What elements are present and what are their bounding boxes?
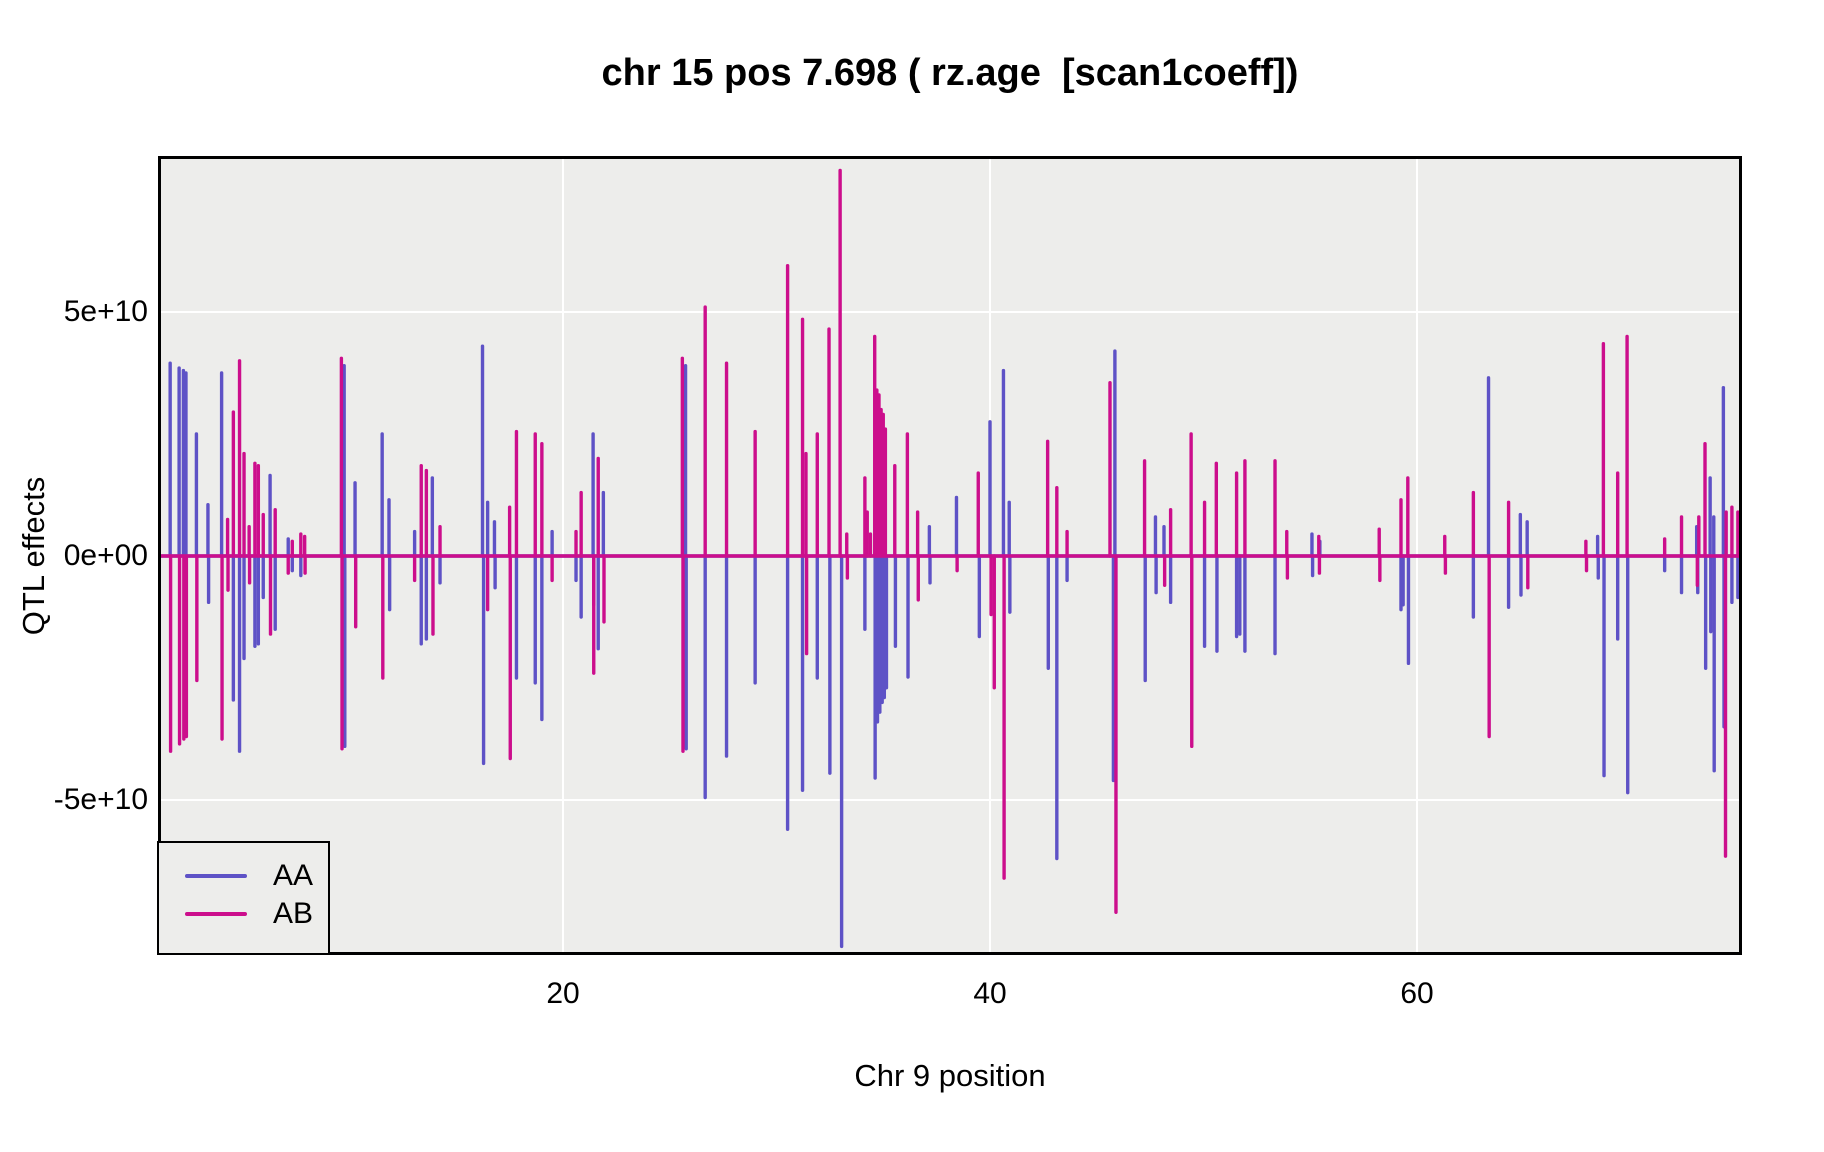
x-tick-label: 40 bbox=[973, 977, 1007, 1010]
plot-panel bbox=[158, 156, 1743, 955]
y-tick-label: -5e+10 bbox=[53, 783, 148, 816]
legend-item-ab: AB bbox=[159, 895, 328, 933]
qtl-effects-plot-canvas bbox=[158, 156, 1743, 955]
chart-title: chr 15 pos 7.698 ( rz.age [scan1coeff]) bbox=[601, 52, 1299, 94]
x-tick-label: 20 bbox=[546, 977, 580, 1010]
ab-line-swatch bbox=[185, 912, 247, 916]
x-tick-label: 60 bbox=[1400, 977, 1434, 1010]
series-AA bbox=[168, 344, 1740, 949]
legend-box: AA AB bbox=[157, 841, 330, 955]
legend-item-aa: AA bbox=[159, 857, 328, 895]
y-tick-label: 5e+10 bbox=[63, 295, 148, 328]
x-axis-title: Chr 9 position bbox=[854, 1058, 1046, 1093]
y-tick-label: 0e+00 bbox=[63, 539, 148, 572]
legend-label-ab: AB bbox=[273, 897, 314, 930]
aa-line-swatch bbox=[185, 874, 247, 878]
legend-label-aa: AA bbox=[273, 859, 314, 892]
y-axis-title: QTL effects bbox=[16, 476, 51, 636]
panel-border bbox=[158, 156, 1742, 955]
